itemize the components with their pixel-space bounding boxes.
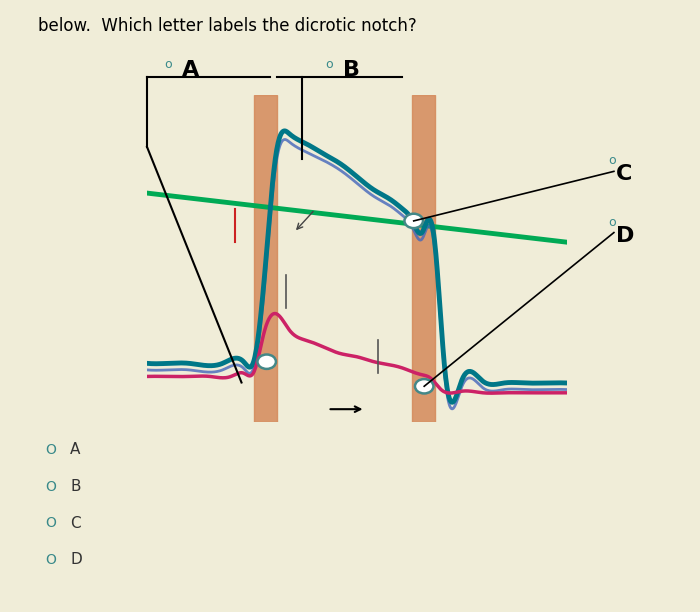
- Text: A: A: [182, 61, 199, 80]
- Text: C: C: [616, 165, 632, 184]
- Text: B: B: [70, 479, 80, 494]
- Circle shape: [405, 214, 423, 228]
- Text: D: D: [616, 226, 634, 245]
- Bar: [412, 95, 435, 422]
- Text: B: B: [343, 61, 360, 80]
- Text: below.  Which letter labels the dicrotic notch?: below. Which letter labels the dicrotic …: [38, 17, 417, 35]
- Text: C: C: [70, 516, 80, 531]
- Text: o: o: [326, 58, 332, 71]
- Text: o: o: [164, 58, 172, 71]
- Text: O: O: [45, 553, 56, 567]
- Text: O: O: [45, 480, 56, 493]
- Text: o: o: [608, 154, 615, 168]
- Bar: [254, 95, 277, 422]
- Text: O: O: [45, 517, 56, 530]
- Text: o: o: [608, 215, 615, 229]
- Circle shape: [415, 379, 433, 394]
- Text: D: D: [70, 553, 82, 567]
- Text: O: O: [45, 443, 56, 457]
- Text: A: A: [70, 442, 80, 457]
- Circle shape: [258, 354, 276, 369]
